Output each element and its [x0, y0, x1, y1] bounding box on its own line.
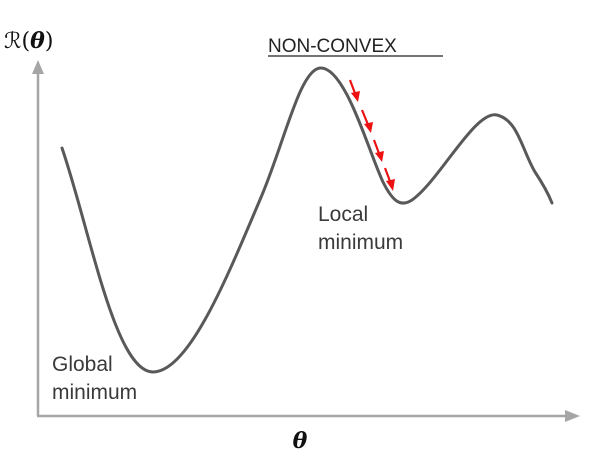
axes: [32, 60, 580, 422]
closing-paren: ): [45, 29, 54, 54]
global-minimum-line1: Global: [52, 353, 113, 376]
risk-symbol: ℛ(: [4, 29, 30, 54]
global-minimum-label: Global minimum: [52, 353, 137, 404]
local-minimum-label: Local minimum: [318, 203, 403, 254]
diagram-title: NON-CONVEX: [268, 36, 397, 57]
gradient-step-arrow: [360, 109, 373, 133]
y-axis-label: ℛ(θ): [4, 28, 53, 54]
x-axis-arrowhead: [565, 410, 580, 422]
gradient-descent-steps: [348, 79, 395, 191]
global-minimum-line2: minimum: [52, 381, 137, 404]
theta-symbol: θ: [30, 28, 45, 54]
loss-curve: [60, 66, 554, 374]
local-minimum-line2: minimum: [318, 231, 403, 254]
y-axis-arrowhead: [32, 60, 44, 74]
local-minimum-line1: Local: [318, 203, 368, 226]
gradient-step-arrow: [372, 139, 384, 162]
gradient-step-arrow: [348, 79, 360, 102]
x-axis-label: θ: [293, 428, 308, 454]
gradient-step-arrow: [383, 167, 395, 191]
